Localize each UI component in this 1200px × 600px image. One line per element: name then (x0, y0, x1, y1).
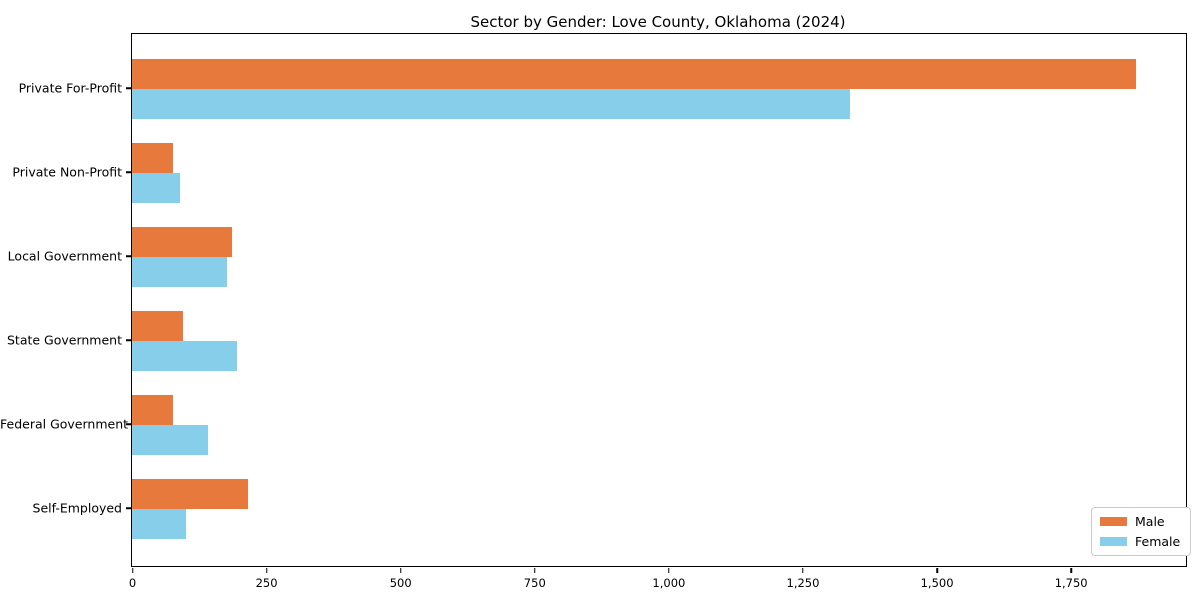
legend-swatch-male (1100, 517, 1127, 526)
y-axis-label-0: Private For-Profit (18, 80, 122, 96)
y-tick-mark-4 (126, 423, 131, 425)
legend-entry-male: Male (1100, 514, 1180, 529)
chart-title: Sector by Gender: Love County, Oklahoma … (470, 13, 846, 31)
plot-area (131, 33, 1187, 567)
legend: Male Female (1091, 507, 1192, 556)
x-tick-mark-6 (936, 568, 938, 573)
bar-female-5 (132, 509, 187, 539)
y-tick-mark-1 (126, 171, 131, 173)
x-tick-label-2: 500 (389, 576, 412, 590)
y-axis-label-5: Self-Employed (32, 500, 122, 516)
x-tick-mark-2 (399, 568, 402, 573)
bar-male-0 (132, 59, 1137, 89)
legend-swatch-female (1100, 537, 1127, 546)
x-tick-mark-1 (265, 568, 268, 573)
x-tick-mark-0 (131, 568, 134, 573)
y-tick-mark-0 (126, 87, 131, 89)
bar-female-4 (132, 425, 209, 455)
x-tick-mark-5 (802, 568, 804, 573)
x-tick-label-0: 0 (128, 576, 137, 590)
y-axis-label-4: Federal Government (0, 416, 129, 432)
y-axis-label-3: State Government (6, 332, 122, 348)
y-axis-label-1: Private Non-Profit (12, 164, 122, 180)
bar-female-0 (132, 89, 850, 119)
bar-female-1 (132, 173, 181, 203)
bar-male-5 (132, 479, 248, 509)
legend-label-female: Female (1135, 534, 1181, 549)
x-tick-mark-3 (534, 568, 536, 573)
x-tick-mark-7 (1070, 568, 1072, 573)
bar-female-3 (132, 341, 238, 371)
bar-male-4 (132, 395, 173, 425)
x-tick-label-5: 1,250 (786, 576, 820, 590)
y-tick-mark-2 (126, 255, 131, 257)
bar-female-2 (132, 257, 227, 287)
legend-label-male: Male (1135, 514, 1165, 529)
x-tick-label-6: 1,500 (920, 576, 954, 590)
bar-male-1 (132, 143, 173, 173)
bar-male-3 (132, 311, 183, 341)
y-tick-mark-3 (126, 339, 131, 341)
x-tick-label-1: 250 (255, 576, 278, 590)
y-axis-label-2: Local Government (7, 248, 122, 264)
x-tick-label-3: 750 (523, 576, 546, 590)
bar-male-2 (132, 227, 232, 257)
legend-entry-female: Female (1100, 534, 1180, 549)
y-tick-mark-5 (126, 507, 131, 509)
x-tick-mark-4 (668, 568, 670, 573)
x-tick-label-7: 1,750 (1054, 576, 1088, 590)
x-tick-label-4: 1,000 (652, 576, 686, 590)
